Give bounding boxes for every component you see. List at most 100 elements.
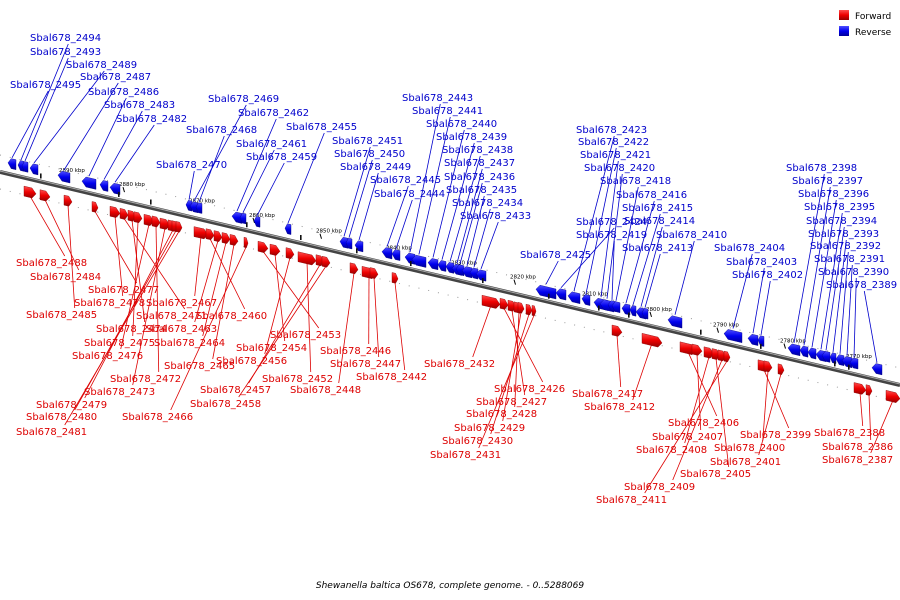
forward-gene-label[interactable]: Sbal678_2442 [356, 372, 427, 383]
forward-gene-glyph[interactable] [525, 303, 533, 316]
forward-gene-label[interactable]: Sbal678_2406 [668, 418, 739, 429]
reverse-gene-glyph[interactable] [667, 315, 683, 329]
reverse-gene-glyph[interactable] [29, 163, 39, 176]
reverse-gene-label[interactable]: Sbal678_2443 [402, 93, 473, 104]
reverse-gene-label[interactable]: Sbal678_2486 [88, 87, 159, 98]
reverse-gene-label[interactable]: Sbal678_2468 [186, 125, 257, 136]
reverse-gene-label[interactable]: Sbal678_2424 [576, 217, 647, 228]
forward-gene-glyph[interactable] [39, 189, 51, 202]
forward-gene-label[interactable]: Sbal678_2432 [424, 359, 495, 370]
reverse-gene-label[interactable]: Sbal678_2396 [798, 189, 869, 200]
reverse-gene-glyph[interactable] [284, 223, 292, 235]
reverse-gene-label[interactable]: Sbal678_2402 [732, 270, 803, 281]
forward-gene-label[interactable]: Sbal678_2457 [200, 385, 271, 396]
reverse-gene-label[interactable]: Sbal678_2445 [370, 175, 441, 186]
forward-gene-label[interactable]: Sbal678_2427 [476, 397, 547, 408]
reverse-gene-glyph[interactable] [455, 264, 465, 277]
reverse-gene-glyph[interactable] [849, 357, 859, 370]
reverse-gene-glyph[interactable] [185, 200, 193, 212]
forward-gene-glyph[interactable] [23, 185, 37, 199]
reverse-gene-glyph[interactable] [81, 176, 97, 190]
forward-gene-label[interactable]: Sbal678_2471 [136, 311, 207, 322]
reverse-gene-label[interactable]: Sbal678_2404 [714, 243, 785, 254]
forward-gene-label[interactable]: Sbal678_2465 [164, 361, 235, 372]
reverse-gene-glyph[interactable] [821, 350, 831, 363]
reverse-gene-label[interactable]: Sbal678_2493 [30, 47, 101, 58]
reverse-gene-glyph[interactable] [354, 240, 364, 253]
reverse-gene-label[interactable]: Sbal678_2437 [444, 158, 515, 169]
reverse-gene-label[interactable]: Sbal678_2389 [826, 280, 897, 291]
reverse-gene-label[interactable]: Sbal678_2394 [806, 216, 877, 227]
reverse-gene-label[interactable]: Sbal678_2440 [426, 119, 497, 130]
forward-gene-label[interactable]: Sbal678_2476 [72, 351, 143, 362]
forward-gene-label[interactable]: Sbal678_2475 [84, 338, 155, 349]
forward-gene-label[interactable]: Sbal678_2417 [572, 389, 643, 400]
reverse-gene-label[interactable]: Sbal678_2410 [656, 230, 727, 241]
reverse-gene-label[interactable]: Sbal678_2483 [104, 100, 175, 111]
reverse-gene-glyph[interactable] [57, 170, 71, 184]
reverse-gene-label[interactable]: Sbal678_2418 [600, 176, 671, 187]
reverse-gene-glyph[interactable] [757, 335, 765, 347]
reverse-gene-label[interactable]: Sbal678_2423 [576, 125, 647, 136]
forward-gene-glyph[interactable] [257, 240, 269, 253]
forward-gene-glyph[interactable] [321, 255, 331, 268]
reverse-gene-glyph[interactable] [239, 212, 247, 225]
forward-gene-glyph[interactable] [369, 267, 379, 279]
forward-gene-label[interactable]: Sbal678_2431 [430, 450, 501, 461]
reverse-gene-glyph[interactable] [799, 345, 809, 358]
forward-gene-glyph[interactable] [151, 215, 161, 228]
reverse-gene-label[interactable]: Sbal678_2482 [116, 114, 187, 125]
reverse-gene-label[interactable]: Sbal678_2450 [334, 149, 405, 160]
reverse-gene-label[interactable]: Sbal678_2422 [578, 137, 649, 148]
forward-gene-label[interactable]: Sbal678_2411 [596, 495, 667, 506]
reverse-gene-glyph[interactable] [611, 301, 621, 313]
reverse-gene-label[interactable]: Sbal678_2444 [374, 189, 445, 200]
reverse-gene-glyph[interactable] [17, 160, 25, 172]
reverse-gene-glyph[interactable] [437, 260, 447, 272]
reverse-gene-label[interactable]: Sbal678_2434 [452, 198, 523, 209]
forward-gene-label[interactable]: Sbal678_2488 [16, 258, 87, 269]
forward-gene-label[interactable]: Sbal678_2401 [710, 457, 781, 468]
reverse-gene-glyph[interactable] [109, 182, 121, 195]
forward-gene-glyph[interactable] [641, 333, 663, 348]
forward-gene-glyph[interactable] [763, 360, 773, 373]
forward-gene-glyph[interactable] [531, 305, 537, 317]
forward-gene-label[interactable]: Sbal678_2446 [320, 346, 391, 357]
forward-gene-glyph[interactable] [885, 390, 900, 403]
forward-gene-label[interactable]: Sbal678_2467 [146, 298, 217, 309]
reverse-gene-label[interactable]: Sbal678_2495 [10, 80, 81, 91]
reverse-gene-label[interactable]: Sbal678_2395 [804, 202, 875, 213]
reverse-gene-label[interactable]: Sbal678_2436 [444, 172, 515, 183]
reverse-gene-glyph[interactable] [461, 266, 473, 279]
forward-gene-label[interactable]: Sbal678_2478 [74, 298, 145, 309]
forward-gene-label[interactable]: Sbal678_2429 [454, 423, 525, 434]
forward-gene-label[interactable]: Sbal678_2452 [262, 374, 333, 385]
forward-gene-glyph[interactable] [391, 272, 399, 284]
reverse-gene-label[interactable]: Sbal678_2489 [66, 60, 137, 71]
reverse-gene-glyph[interactable] [621, 303, 631, 316]
forward-gene-glyph[interactable] [349, 262, 359, 275]
forward-gene-glyph[interactable] [91, 201, 99, 213]
reverse-gene-label[interactable]: Sbal678_2391 [814, 254, 885, 265]
forward-gene-glyph[interactable] [285, 247, 295, 260]
forward-gene-label[interactable]: Sbal678_2480 [26, 412, 97, 423]
forward-gene-label[interactable]: Sbal678_2400 [714, 443, 785, 454]
reverse-gene-glyph[interactable] [195, 202, 203, 214]
forward-gene-glyph[interactable] [269, 243, 281, 256]
reverse-gene-glyph[interactable] [427, 258, 439, 271]
reverse-gene-label[interactable]: Sbal678_2439 [436, 132, 507, 143]
forward-gene-glyph[interactable] [243, 236, 249, 249]
forward-gene-glyph[interactable] [723, 350, 731, 363]
forward-gene-label[interactable]: Sbal678_2399 [740, 430, 811, 441]
reverse-gene-glyph[interactable] [555, 288, 567, 301]
reverse-gene-label[interactable]: Sbal678_2392 [810, 241, 881, 252]
forward-gene-glyph[interactable] [175, 221, 183, 233]
forward-gene-label[interactable]: Sbal678_2448 [290, 385, 361, 396]
forward-gene-label[interactable]: Sbal678_2430 [442, 436, 513, 447]
reverse-gene-glyph[interactable] [339, 236, 349, 249]
reverse-gene-glyph[interactable] [871, 363, 883, 376]
reverse-gene-glyph[interactable] [807, 347, 817, 360]
reverse-gene-glyph[interactable] [7, 158, 17, 170]
forward-gene-label[interactable]: Sbal678_2388 [814, 428, 885, 439]
reverse-gene-label[interactable]: Sbal678_2415 [622, 203, 693, 214]
